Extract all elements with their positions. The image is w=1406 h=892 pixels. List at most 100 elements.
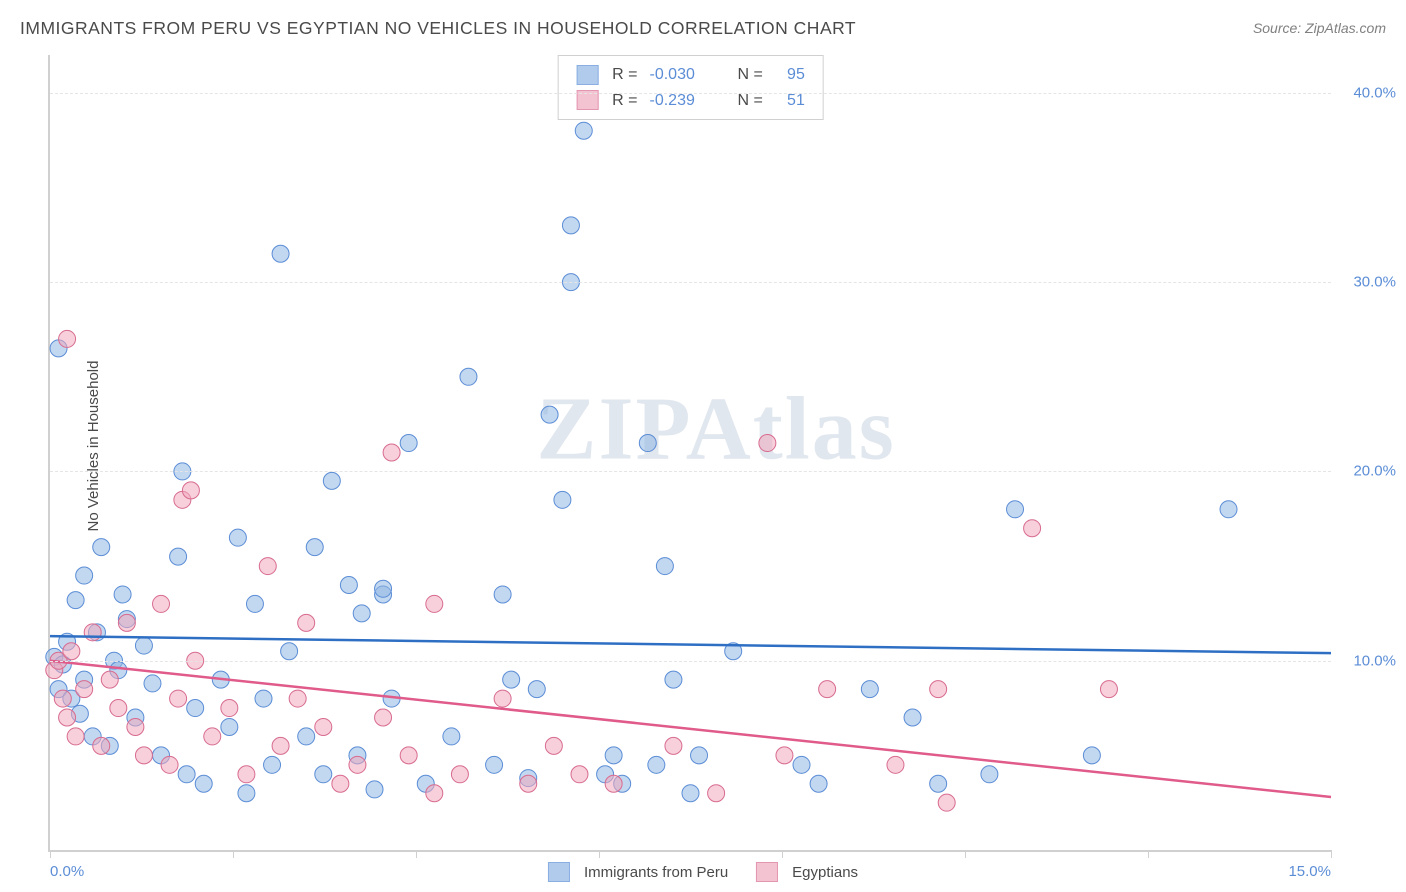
data-point (259, 558, 276, 575)
grid-line (50, 282, 1331, 283)
data-point (315, 766, 332, 783)
x-tick (50, 850, 51, 858)
data-point (665, 737, 682, 754)
y-tick-label: 10.0% (1353, 652, 1396, 669)
data-point (153, 595, 170, 612)
data-point (605, 775, 622, 792)
data-point (494, 586, 511, 603)
data-point (281, 643, 298, 660)
data-point (59, 330, 76, 347)
data-point (930, 775, 947, 792)
x-tick (1148, 850, 1149, 858)
x-tick-label: 0.0% (50, 863, 84, 880)
data-point (67, 728, 84, 745)
data-point (759, 435, 776, 452)
data-point (93, 539, 110, 556)
grid-line (50, 471, 1331, 472)
data-point (665, 671, 682, 688)
data-point (400, 435, 417, 452)
data-point (135, 637, 152, 654)
data-point (1100, 681, 1117, 698)
correlation-legend: R =-0.030N =95R =-0.239N =51 (557, 55, 824, 120)
data-point (187, 700, 204, 717)
data-point (930, 681, 947, 698)
data-point (221, 700, 238, 717)
legend-swatch (576, 65, 598, 85)
data-point (554, 491, 571, 508)
data-point (682, 785, 699, 802)
data-point (375, 709, 392, 726)
data-point (545, 737, 562, 754)
data-point (63, 643, 80, 660)
data-point (571, 766, 588, 783)
data-point (221, 718, 238, 735)
data-point (503, 671, 520, 688)
data-point (144, 675, 161, 692)
scatter-svg (50, 55, 1331, 850)
series-label: Egyptians (792, 864, 858, 881)
chart-title: IMMIGRANTS FROM PERU VS EGYPTIAN NO VEHI… (20, 18, 856, 39)
data-point (315, 718, 332, 735)
legend-swatch (548, 862, 570, 882)
data-point (349, 756, 366, 773)
data-point (255, 690, 272, 707)
data-point (67, 592, 84, 609)
data-point (656, 558, 673, 575)
data-point (776, 747, 793, 764)
data-point (76, 567, 93, 584)
x-tick (599, 850, 600, 858)
data-point (528, 681, 545, 698)
data-point (383, 444, 400, 461)
legend-row: R =-0.030N =95 (576, 62, 805, 88)
data-point (708, 785, 725, 802)
data-point (639, 435, 656, 452)
data-point (59, 709, 76, 726)
grid-line (50, 93, 1331, 94)
data-point (981, 766, 998, 783)
x-tick (416, 850, 417, 858)
data-point (486, 756, 503, 773)
data-point (887, 756, 904, 773)
data-point (1007, 501, 1024, 518)
data-point (904, 709, 921, 726)
data-point (114, 586, 131, 603)
data-point (819, 681, 836, 698)
data-point (426, 785, 443, 802)
data-point (451, 766, 468, 783)
data-point (93, 737, 110, 754)
data-point (691, 747, 708, 764)
data-point (195, 775, 212, 792)
grid-line (50, 661, 1331, 662)
data-point (118, 614, 135, 631)
data-point (170, 548, 187, 565)
y-tick-label: 20.0% (1353, 463, 1396, 480)
y-tick-label: 40.0% (1353, 84, 1396, 101)
data-point (793, 756, 810, 773)
y-tick-label: 30.0% (1353, 274, 1396, 291)
data-point (54, 690, 71, 707)
data-point (272, 245, 289, 262)
data-point (306, 539, 323, 556)
data-point (178, 766, 195, 783)
data-point (375, 580, 392, 597)
data-point (460, 368, 477, 385)
data-point (238, 766, 255, 783)
data-point (426, 595, 443, 612)
data-point (182, 482, 199, 499)
source-attribution: Source: ZipAtlas.com (1253, 20, 1386, 36)
data-point (443, 728, 460, 745)
data-point (400, 747, 417, 764)
data-point (340, 577, 357, 594)
data-point (1024, 520, 1041, 537)
data-point (246, 595, 263, 612)
chart-plot-area: ZIPAtlas R =-0.030N =95R =-0.239N =51 10… (48, 55, 1331, 852)
data-point (1220, 501, 1237, 518)
data-point (520, 775, 537, 792)
data-point (541, 406, 558, 423)
x-tick (233, 850, 234, 858)
x-tick (1331, 850, 1332, 858)
x-tick-label: 15.0% (1288, 863, 1331, 880)
data-point (298, 728, 315, 745)
data-point (366, 781, 383, 798)
data-point (76, 681, 93, 698)
